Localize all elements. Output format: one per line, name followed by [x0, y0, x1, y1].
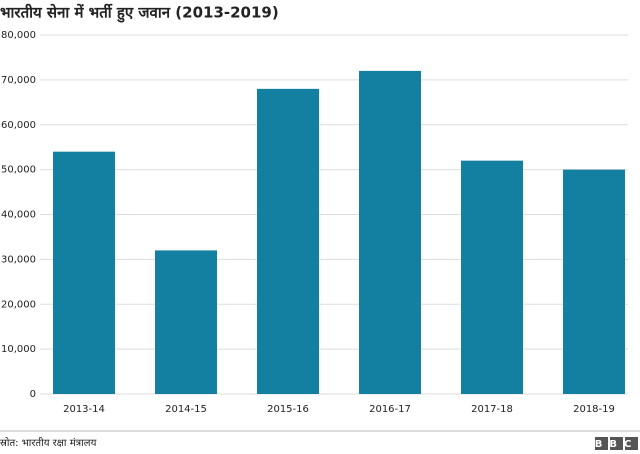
- y-tick-label: 60,000: [1, 120, 36, 131]
- y-tick-label: 0: [30, 389, 36, 400]
- x-tick-label: 2018-19: [573, 404, 615, 415]
- bar: [461, 160, 523, 394]
- bar: [563, 169, 625, 394]
- x-tick-label: 2013-14: [63, 404, 105, 415]
- source: स्रोत: भारतीय रक्षा मंत्रालय: [0, 437, 97, 449]
- x-tick-label: 2016-17: [369, 404, 411, 415]
- y-tick-label: 10,000: [1, 344, 36, 355]
- y-tick-label: 30,000: [1, 254, 36, 265]
- y-tick-label: 50,000: [1, 165, 36, 176]
- y-tick-label: 70,000: [1, 75, 36, 86]
- bar: [257, 88, 319, 394]
- x-tick-label: 2014-15: [165, 404, 207, 415]
- logo: BBC: [595, 437, 639, 450]
- x-tick-label: 2017-18: [471, 404, 513, 415]
- bar: [155, 250, 217, 394]
- x-tick-label: 2015-16: [267, 404, 309, 415]
- y-tick-label: 20,000: [1, 299, 36, 310]
- logo-text: BBC: [595, 439, 639, 450]
- y-tick-label: 40,000: [1, 210, 36, 221]
- chart-title: भारतीय सेना में भर्ती हुए जवान (2013-201…: [0, 4, 279, 24]
- bar: [53, 151, 115, 394]
- y-tick-label: 80,000: [1, 30, 36, 41]
- bar: [359, 70, 421, 395]
